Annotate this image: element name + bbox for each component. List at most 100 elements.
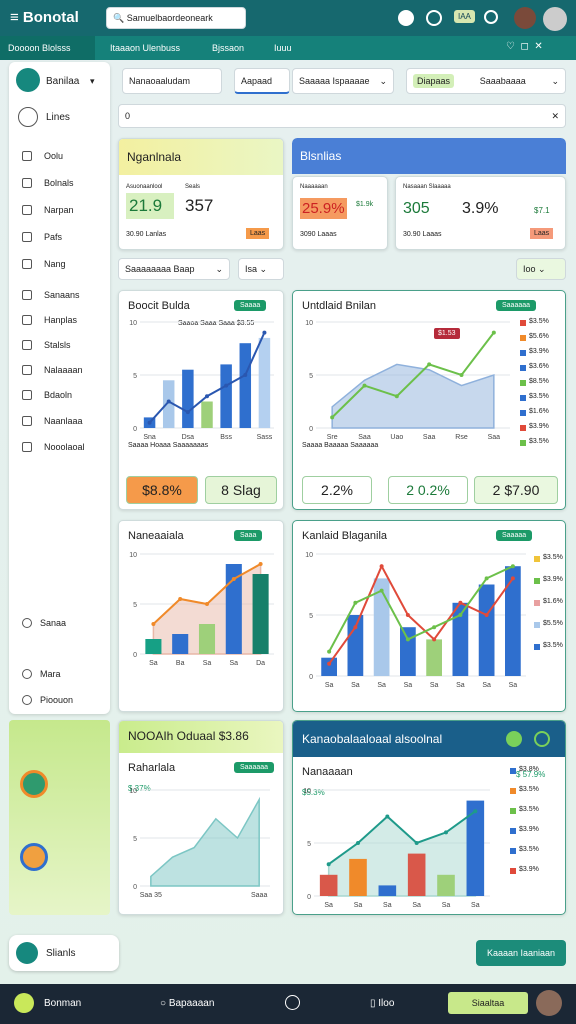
toolbar-group[interactable]: Diapaas Saaabaaaa ⌄ [406,68,566,94]
sidebar-icon [22,340,32,350]
chart-badge[interactable]: Saaaaaa [234,762,275,773]
sidebar-item[interactable]: Sanaa [40,618,67,628]
chart-footnote: Saaaa Baaaaa Saaaaaa [302,442,379,449]
chart-badge[interactable]: Saaaa [234,300,267,311]
tab[interactable]: Iuuu [274,43,292,53]
icon[interactable] [534,731,550,747]
avatar[interactable] [514,7,536,29]
pill-icon [16,942,38,964]
card-footer: 3090 Laaas [300,231,337,238]
point [394,394,399,399]
stat-label: Seals [185,184,201,190]
tab-icons[interactable]: ♡ ◻ ✕ [506,41,543,52]
sidebar-top[interactable]: Banilaa [46,76,80,87]
pill-text: Slianls [46,948,76,959]
sidebar-item[interactable]: Hanplas [44,315,78,325]
legend-label: $5.5% [543,620,563,627]
chart: 0 5 10 Saa 35 Saaa [129,788,270,899]
stat-box[interactable]: 8 Slag [205,476,277,504]
chip[interactable]: Isa ⌄ [238,258,284,280]
search-bar[interactable]: 0 ✕ [118,104,566,128]
sidebar-item[interactable]: Bolnals [44,178,74,188]
legend-label: $3.5% [529,438,549,445]
chart-badge[interactable]: Saaaaaa [496,300,537,311]
stat-box[interactable]: 2.2% [302,476,372,504]
icon[interactable] [426,10,442,26]
x-tick-label: Ba [176,660,185,667]
sidebar-item[interactable]: Sanaans [44,290,80,300]
card-tag: Laas [530,228,554,239]
legend-label: $3.5% [519,806,539,813]
y-tick-label: 0 [133,426,137,433]
chip[interactable]: Ioo ⌄ [516,258,566,280]
search[interactable]: 🔍 Samuelbaordeoneark [106,7,246,29]
avatar[interactable] [536,990,562,1016]
x-tick-label: Da [256,660,265,667]
tab[interactable]: Bjssaon [212,43,245,53]
clock-icon[interactable] [285,995,300,1010]
sidebar-item[interactable]: Nalaaaan [44,365,83,375]
legend-label: $3.9% [519,826,539,833]
y-tick-label: 5 [133,602,137,609]
bar [373,578,390,676]
chip[interactable]: Diapaas [413,74,455,88]
bottom-icon[interactable] [14,993,34,1013]
sidebar-item[interactable]: Nooolaoal [44,442,85,452]
tab[interactable]: Doooon Blolsss [8,43,71,53]
legend-label: $3.9% [519,866,539,873]
legend-label: $3.5% [519,846,539,853]
bottom-button[interactable]: Siaaltaa [448,992,528,1014]
y-tick-label: 5 [309,373,313,380]
sidebar [9,62,110,714]
stat-box[interactable]: 2 0.2% [388,476,468,504]
sidebar-item[interactable]: Lines [46,112,70,123]
x-tick-label: Saaa [251,892,267,899]
point [484,613,489,617]
logo[interactable]: ≡ Bonotal [10,9,79,26]
stat-box[interactable]: 2 $7.90 [474,476,558,504]
sidebar-item[interactable]: Pioouon [40,695,74,705]
select[interactable]: Saaaaaaaa Baap ⌄ [118,258,230,280]
bottom-item[interactable]: ○ Bapaaaan [160,998,215,1009]
toolbar-tab[interactable]: Aapaad [234,68,290,94]
card-title: Nganlnala [119,139,283,175]
chart-badge[interactable]: Saaa [234,530,263,541]
bottom-text[interactable]: Bonman [44,998,82,1009]
icon[interactable] [398,10,414,26]
point [166,399,171,404]
action-button[interactable]: Kaaaan Iaaniaan [476,940,566,966]
sidebar-item[interactable]: Oolu [44,151,64,161]
chart-tag: $ 37% [128,784,151,793]
select[interactable]: Saaaaa Ispaaaae ⌄ [292,68,394,94]
point [258,562,263,566]
bar [239,343,252,428]
toolbar-box[interactable]: Nanaoaaludam [122,68,222,94]
sidebar-item[interactable]: Bdaoln [44,390,73,400]
sidebar-item[interactable]: Stalsls [44,340,71,350]
icon[interactable] [484,10,498,24]
sidebar-item[interactable]: Nang [44,259,66,269]
icon[interactable] [506,731,522,747]
legend-label: $3.6% [529,363,549,370]
x-tick-label: Sa [383,902,392,909]
sidebar-item[interactable]: Mara [40,669,61,679]
avatar[interactable] [543,7,567,31]
chart-badge[interactable]: Saaaaa [496,530,533,541]
sidebar-item[interactable]: Naanlaaa [44,416,83,426]
bar [378,885,397,896]
x-tick-label: Sa [324,902,333,909]
bottom-text: Iloo [378,998,395,1009]
badge[interactable]: IAA [454,10,475,23]
stat-value: 357 [185,196,214,215]
point [427,362,432,367]
area [150,796,260,887]
bar [437,874,455,896]
sidebar-item[interactable]: Pafs [44,232,63,242]
tab[interactable]: Itaaaon Ulenbuss [110,43,181,53]
sidebar-icon [22,669,32,679]
bottom-item[interactable]: ▯ Iloo [370,998,395,1009]
legend-label: $3.5% [529,318,549,325]
stat-box[interactable]: $8.8% [126,476,198,504]
sidebar-item[interactable]: Narpan [44,205,74,215]
stat-value: 3.9% [462,200,499,217]
